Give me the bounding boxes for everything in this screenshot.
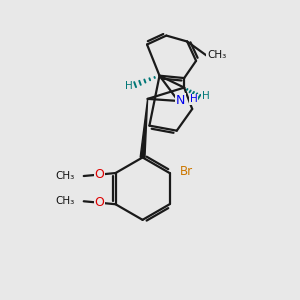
Text: O: O: [94, 168, 104, 181]
Text: H: H: [202, 91, 209, 100]
Text: CH₃: CH₃: [207, 50, 226, 61]
Text: H: H: [190, 94, 198, 104]
Text: O: O: [94, 196, 104, 209]
Text: H: H: [125, 81, 133, 91]
Polygon shape: [140, 99, 148, 158]
Text: CH₃: CH₃: [55, 171, 74, 181]
Text: CH₃: CH₃: [55, 196, 74, 206]
Text: N: N: [176, 94, 185, 107]
Text: Br: Br: [180, 165, 193, 178]
